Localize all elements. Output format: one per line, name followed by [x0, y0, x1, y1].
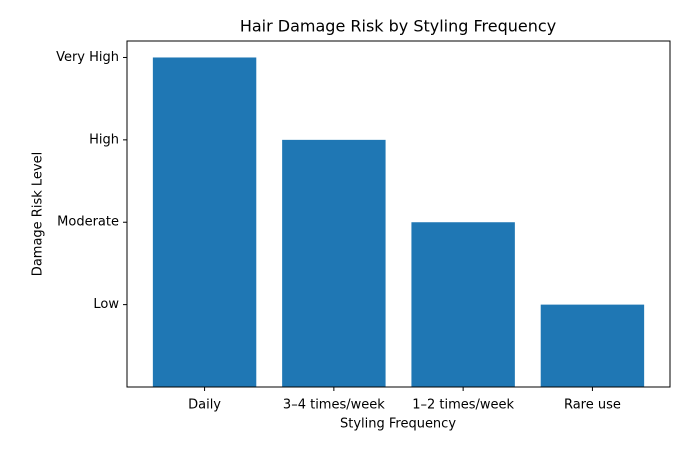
- plot-frame: [126, 40, 671, 388]
- y-tick-label: Low: [93, 297, 119, 312]
- bar: [540, 304, 645, 387]
- chart-title: Hair Damage Risk by Styling Frequency: [240, 17, 556, 36]
- y-tick-label: Very High: [56, 50, 119, 65]
- bar: [152, 57, 257, 387]
- y-tick-label: Moderate: [57, 215, 119, 230]
- y-tick-label: High: [89, 132, 119, 147]
- x-tick-label: 3–4 times/week: [283, 398, 385, 413]
- y-axis-label: Damage Risk Level: [31, 152, 46, 276]
- bar: [411, 222, 515, 387]
- x-tick-label: 1–2 times/week: [412, 398, 514, 413]
- bar: [282, 139, 386, 387]
- x-tick-label: Rare use: [564, 398, 621, 413]
- x-axis-label: Styling Frequency: [340, 417, 456, 432]
- x-tick-label: Daily: [188, 398, 221, 413]
